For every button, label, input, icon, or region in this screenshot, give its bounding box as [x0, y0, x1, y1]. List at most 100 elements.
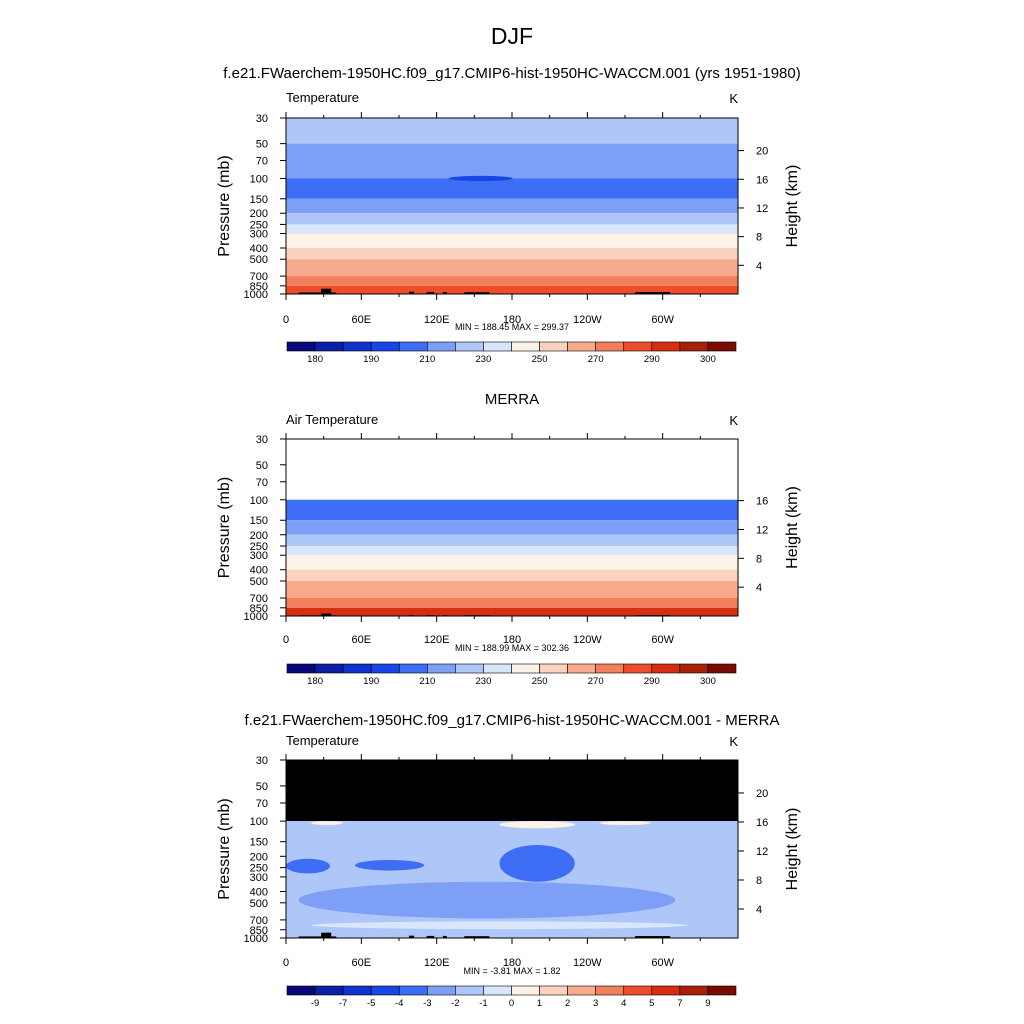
y-tick-label: 150 — [250, 194, 268, 206]
colorbar-label: 210 — [419, 676, 435, 687]
min-max-stats: MIN = -3.81 MAX = 1.82 — [463, 966, 560, 976]
contour-band — [286, 581, 738, 598]
x-tick-label: 180 — [503, 314, 521, 326]
panels-container: f.e21.FWaerchem-1950HC.f09_g17.CMIP6-his… — [216, 65, 801, 1009]
contour-band — [286, 607, 738, 616]
y-tick-label: 850 — [250, 925, 268, 937]
colorbar-label: 300 — [700, 354, 716, 365]
y-tick-label: 100 — [250, 173, 268, 185]
colorbar-label: 270 — [588, 676, 604, 687]
topography-mask — [635, 292, 671, 294]
contour-band — [286, 248, 738, 260]
y-tick-label: 150 — [250, 515, 268, 527]
contour-region — [599, 821, 651, 826]
y2-tick-label: 12 — [756, 203, 768, 215]
x-tick-label: 0 — [283, 957, 289, 969]
colorbar-label: 5 — [649, 998, 654, 1009]
cold-core-contour — [448, 175, 513, 182]
colorbar-swatch — [539, 341, 568, 352]
colorbar-swatch — [398, 985, 428, 996]
y-tick-label: 250 — [250, 541, 268, 553]
colorbar-label: 0 — [509, 998, 514, 1009]
topography-mask — [298, 292, 337, 294]
variable-label: Temperature — [286, 733, 359, 748]
colorbar-label: -9 — [311, 998, 319, 1009]
contour-field — [286, 118, 738, 294]
x-tick-label: 120W — [573, 314, 602, 326]
contour-background — [286, 821, 738, 938]
colorbar-label: -3 — [423, 998, 431, 1009]
x-tick-label: 120W — [573, 957, 602, 969]
contour-band — [286, 597, 738, 608]
contour-band — [286, 224, 738, 234]
colorbar-swatch — [398, 341, 428, 352]
main-title: DJF — [491, 23, 533, 49]
colorbar-label: 250 — [532, 676, 548, 687]
contour-band — [286, 233, 738, 249]
topography-mask — [321, 288, 332, 294]
colorbar-swatch — [651, 663, 681, 674]
y2-tick-label: 12 — [756, 846, 768, 858]
colorbar-label: 3 — [593, 998, 598, 1009]
x-tick-label: 60W — [651, 314, 674, 326]
colorbar-label: -1 — [479, 998, 487, 1009]
y2-axis-label: Height (km) — [784, 808, 801, 891]
contour-region — [499, 821, 575, 829]
obs-panel: MERRA Air Temperature K 0 60E 120E 180 120W 60W 3… — [216, 391, 801, 687]
contour-region — [499, 844, 575, 882]
x-tick-label: 120E — [424, 314, 450, 326]
colorbar-label: 230 — [476, 676, 492, 687]
colorbar-label: 210 — [419, 354, 435, 365]
colorbar-swatch — [342, 663, 372, 674]
colorbar-swatch — [455, 341, 484, 352]
topography-mask — [321, 932, 332, 938]
y-tick-label: 100 — [250, 495, 268, 507]
y-tick-label: 200 — [250, 208, 268, 220]
x-tick-label: 60E — [352, 957, 372, 969]
colorbar-swatch — [398, 663, 428, 674]
y2-tick-label: 16 — [756, 817, 768, 829]
colorbar-swatch — [427, 985, 456, 996]
topography-mask — [409, 935, 415, 938]
colorbar-swatch — [314, 985, 344, 996]
y2-tick-label: 20 — [756, 146, 768, 158]
missing-data-region — [286, 760, 738, 822]
y-tick-label: 100 — [250, 816, 268, 828]
contour-band — [286, 555, 738, 570]
colorbar-swatch — [623, 985, 653, 996]
contour-band — [286, 569, 738, 582]
x-tick-label: 0 — [283, 634, 289, 646]
colorbar-swatch — [455, 663, 484, 674]
x-tick-label: 180 — [503, 957, 521, 969]
y-tick-label: 30 — [256, 113, 268, 125]
y-tick-label: 400 — [250, 565, 268, 577]
y2-tick-label: 4 — [756, 904, 762, 916]
topography-mask — [321, 613, 332, 616]
colorbar-swatch — [679, 341, 709, 352]
colorbar-label: 300 — [700, 676, 716, 687]
y-tick-label: 500 — [250, 898, 268, 910]
y2-tick-label: 4 — [756, 582, 762, 594]
colorbar-swatch — [370, 663, 400, 674]
contour-band — [286, 143, 738, 161]
x-tick-label: 120E — [424, 634, 450, 646]
y-tick-label: 30 — [256, 434, 268, 446]
colorbar-swatch — [707, 341, 737, 352]
colorbar-swatch — [539, 985, 568, 996]
x-tick-label: 60W — [651, 957, 674, 969]
topography-mask — [635, 936, 671, 938]
colorbar-swatch — [370, 341, 400, 352]
colorbar-label: 180 — [307, 354, 323, 365]
x-tick-label: 60E — [352, 634, 372, 646]
colorbar-label: 180 — [307, 676, 323, 687]
y2-axis-label: Height (km) — [784, 486, 801, 569]
y-tick-label: 700 — [250, 915, 268, 927]
y2-tick-label: 8 — [756, 232, 762, 244]
contour-region — [298, 881, 676, 919]
units-label: K — [729, 734, 738, 749]
panel-heading: f.e21.FWaerchem-1950HC.f09_g17.CMIP6-his… — [223, 65, 800, 82]
colorbar-swatch — [539, 663, 568, 674]
y-tick-label: 500 — [250, 576, 268, 588]
colorbar-swatch — [511, 985, 540, 996]
